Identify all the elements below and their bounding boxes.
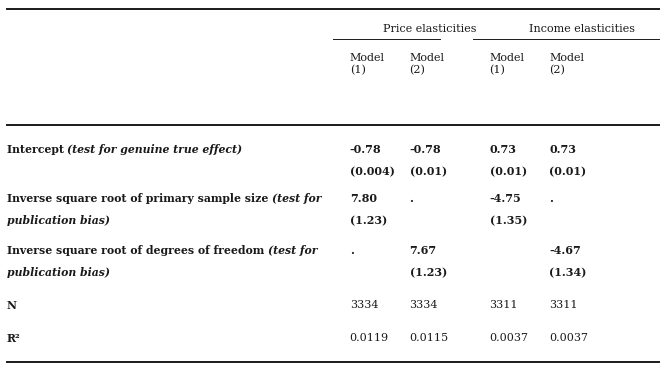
Text: (1.34): (1.34): [549, 267, 587, 278]
Text: (0.01): (0.01): [490, 166, 527, 177]
Text: (test for genuine true effect): (test for genuine true effect): [67, 144, 242, 155]
Text: publication bias): publication bias): [7, 215, 110, 226]
Text: Model
(2): Model (2): [410, 53, 445, 75]
Text: 0.0115: 0.0115: [410, 333, 449, 343]
Text: (0.004): (0.004): [350, 166, 394, 177]
Text: 7.67: 7.67: [410, 245, 437, 256]
Text: 0.73: 0.73: [549, 144, 577, 155]
Text: .: .: [549, 193, 553, 204]
Text: Model
(1): Model (1): [350, 53, 385, 75]
Text: Model
(1): Model (1): [490, 53, 525, 75]
Text: (test for: (test for: [268, 245, 317, 256]
Text: Intercept: Intercept: [7, 144, 67, 155]
Text: 3334: 3334: [350, 300, 378, 310]
Text: Model
(2): Model (2): [549, 53, 585, 75]
Text: 3334: 3334: [410, 300, 438, 310]
Text: 3311: 3311: [490, 300, 518, 310]
Text: (1.35): (1.35): [490, 215, 527, 226]
Text: (1.23): (1.23): [350, 215, 387, 226]
Text: 0.0037: 0.0037: [490, 333, 529, 343]
Text: Price elasticities: Price elasticities: [383, 24, 476, 34]
Text: Inverse square root of primary sample size: Inverse square root of primary sample si…: [7, 193, 272, 204]
Text: (1.23): (1.23): [410, 267, 447, 278]
Text: -0.78: -0.78: [350, 144, 381, 155]
Text: (test for: (test for: [272, 193, 321, 204]
Text: -0.78: -0.78: [410, 144, 441, 155]
Text: R²: R²: [7, 333, 21, 344]
Text: publication bias): publication bias): [7, 267, 110, 278]
Text: .: .: [350, 245, 354, 256]
Text: 3311: 3311: [549, 300, 578, 310]
Text: 0.0119: 0.0119: [350, 333, 389, 343]
Text: 0.73: 0.73: [490, 144, 517, 155]
Text: Inverse square root of degrees of freedom: Inverse square root of degrees of freedo…: [7, 245, 268, 256]
Text: (0.01): (0.01): [410, 166, 447, 177]
Text: Income elasticities: Income elasticities: [529, 24, 635, 34]
Text: (0.01): (0.01): [549, 166, 587, 177]
Text: 7.80: 7.80: [350, 193, 377, 204]
Text: .: .: [410, 193, 414, 204]
Text: N: N: [7, 300, 17, 311]
Text: -4.67: -4.67: [549, 245, 581, 256]
Text: 0.0037: 0.0037: [549, 333, 589, 343]
Text: -4.75: -4.75: [490, 193, 521, 204]
